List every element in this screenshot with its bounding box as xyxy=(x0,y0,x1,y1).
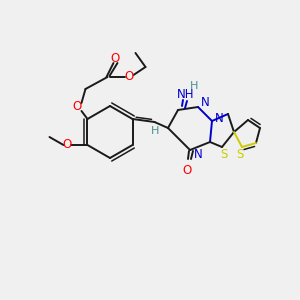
Text: O: O xyxy=(63,139,72,152)
Text: H: H xyxy=(190,81,198,91)
Text: O: O xyxy=(73,100,82,113)
Text: S: S xyxy=(236,148,244,161)
Text: H: H xyxy=(151,126,160,136)
Text: S: S xyxy=(220,148,228,161)
Text: N: N xyxy=(194,148,202,161)
Text: O: O xyxy=(182,164,192,178)
Text: NH: NH xyxy=(177,88,195,100)
Text: N: N xyxy=(214,112,224,124)
Text: O: O xyxy=(125,70,134,83)
Text: O: O xyxy=(111,52,120,64)
Text: N: N xyxy=(201,97,209,110)
